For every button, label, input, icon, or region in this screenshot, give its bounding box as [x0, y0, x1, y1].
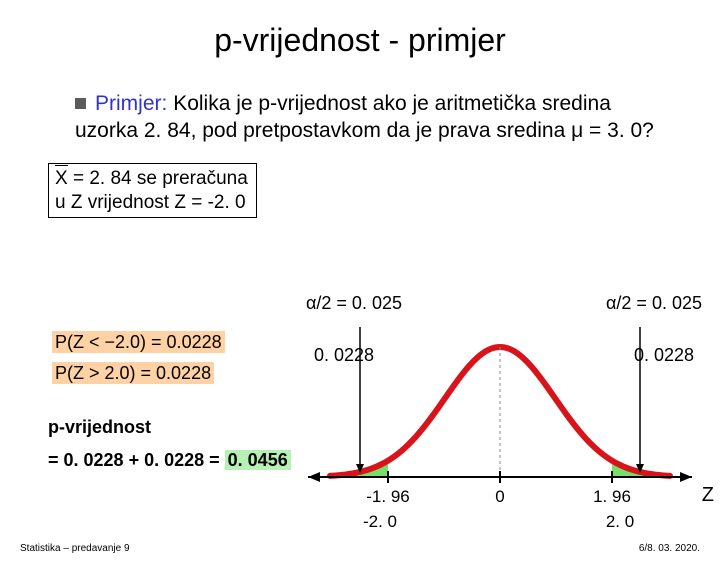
z-transform-note-box: X = 2. 84 se preračuna u Z vrijednost Z … — [48, 163, 257, 219]
z-axis-label: Z — [702, 484, 714, 507]
example-label: Primjer: — [95, 92, 167, 115]
x-bar-symbol: X — [55, 167, 68, 191]
normal-curve-svg — [300, 287, 700, 497]
normal-distribution-chart: α/2 = 0. 025 α/2 = 0. 025 0. 0228 0. 022… — [300, 287, 700, 547]
p-value-sum: = 0. 0228 + 0. 0228 = — [48, 450, 225, 470]
tick-pos-obs: 2. 0 — [606, 512, 634, 532]
p-value-label: p-vrijednost — [48, 417, 291, 438]
tail-prob-left: 0. 0228 — [314, 345, 374, 366]
tick-neg-obs: -2. 0 — [363, 512, 397, 532]
page-title: p-vrijednost - primjer — [0, 22, 720, 59]
p-value-block: p-vrijednost = 0. 0228 + 0. 0228 = 0. 04… — [48, 417, 291, 471]
eq-p-greater: P(Z > 2.0) = 0.0228 — [52, 362, 214, 384]
tick-zero: 0 — [495, 487, 504, 507]
footer-right: 6/8. 03. 2020. — [639, 543, 700, 554]
note-line2: u Z vrijednost Z = -2. 0 — [55, 192, 246, 213]
alpha-right-label: α/2 = 0. 025 — [606, 293, 702, 314]
eq-p-less: P(Z < −2.0) = 0.0228 — [52, 331, 225, 353]
tick-pos-crit: 1. 96 — [593, 487, 631, 507]
example-bullet: Primjer: Kolika je p-vrijednost ako je a… — [75, 91, 670, 145]
tail-prob-right: 0. 0228 — [634, 345, 694, 366]
p-value-result: 0. 0456 — [225, 450, 291, 470]
probability-equations: P(Z < −2.0) = 0.0228 P(Z > 2.0) = 0.0228 — [52, 332, 225, 384]
alpha-left-label: α/2 = 0. 025 — [306, 293, 402, 314]
tick-neg-crit: -1. 96 — [366, 487, 409, 507]
footer-left: Statistika – predavanje 9 — [20, 543, 130, 554]
bullet-square-icon — [75, 98, 86, 109]
note-line1: = 2. 84 se preračuna — [68, 168, 248, 189]
